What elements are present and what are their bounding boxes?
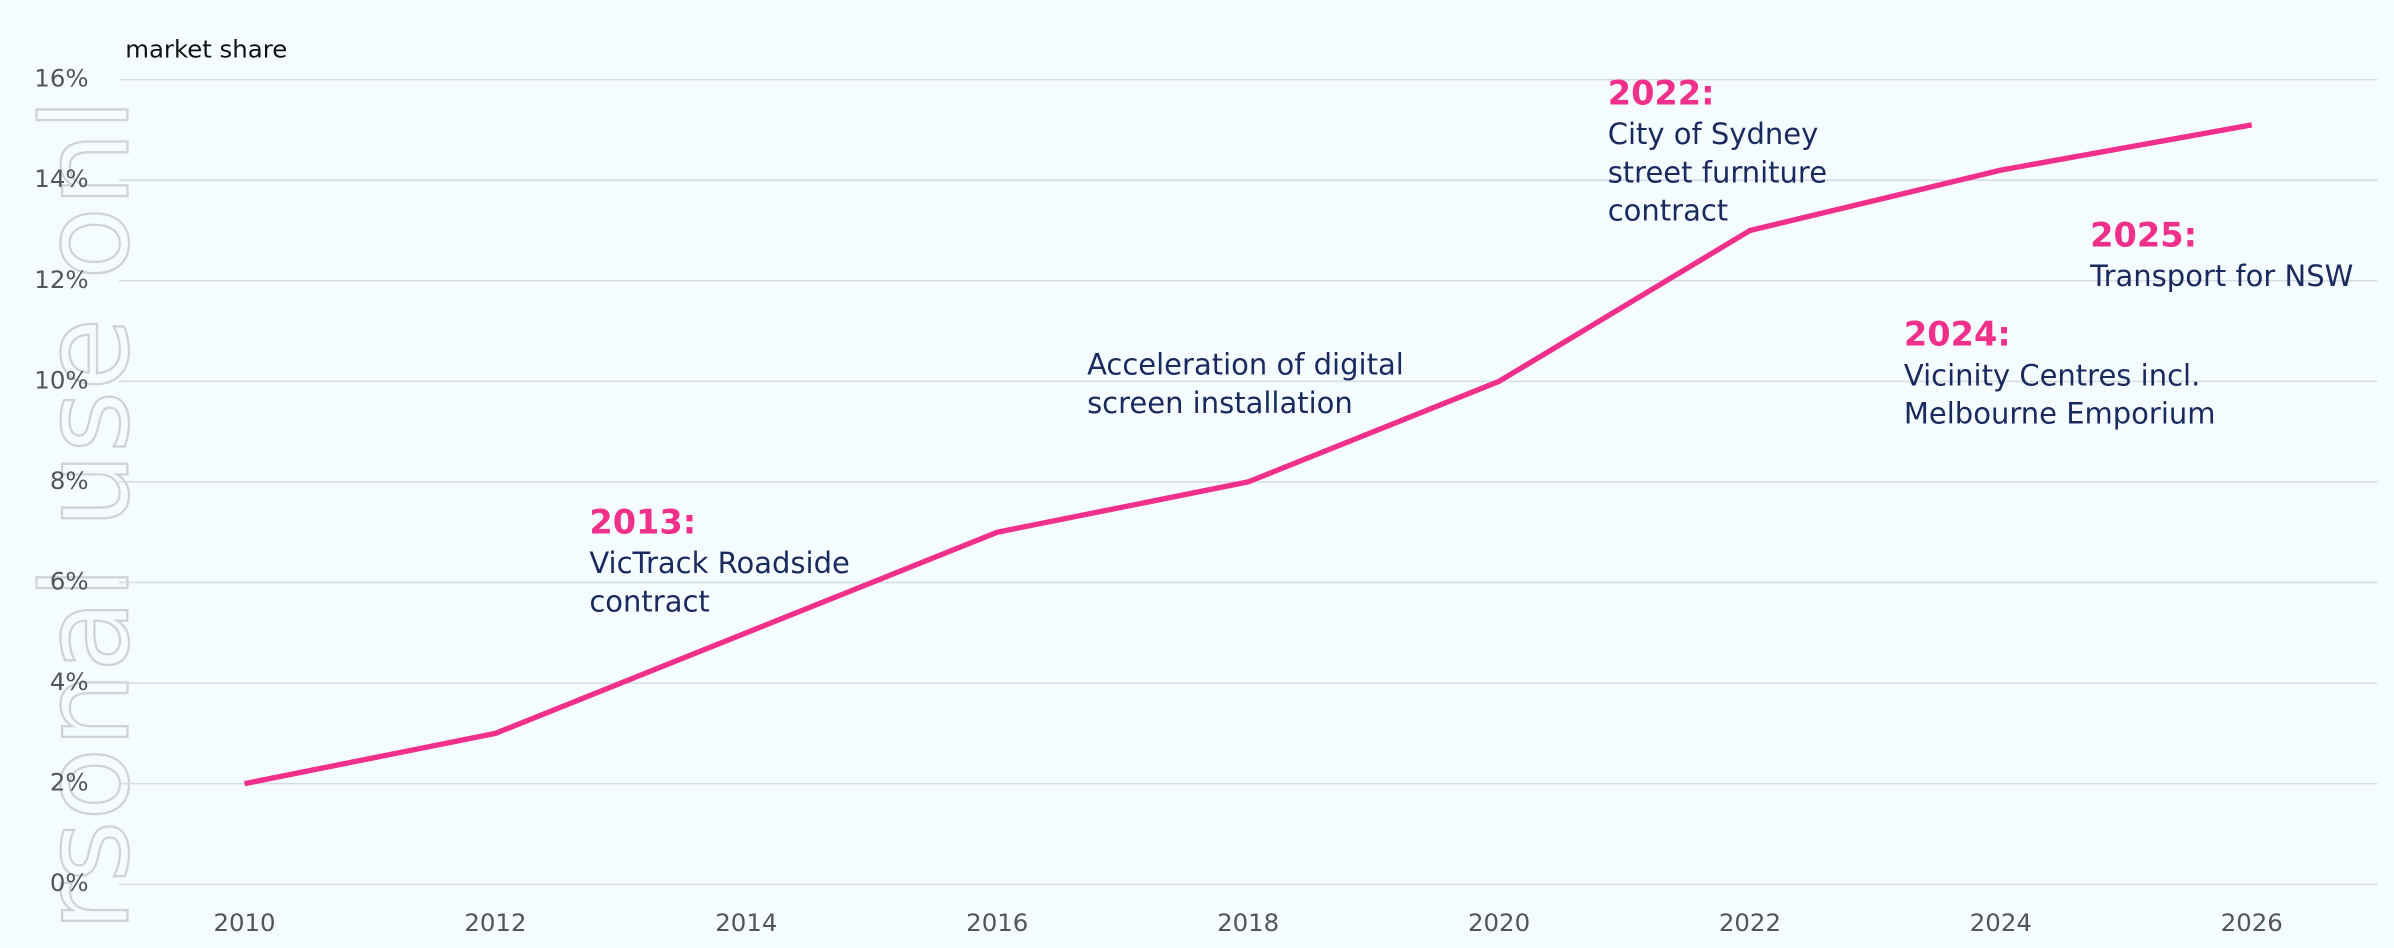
annotation-text: Melbourne Emporium	[1904, 397, 2216, 431]
x-tick-label: 2010	[213, 908, 275, 937]
annotation-text: contract	[1608, 193, 1728, 227]
watermark: rsonal use onl	[17, 98, 156, 931]
x-tick-label: 2020	[1468, 908, 1530, 937]
x-tick-label: 2024	[1970, 908, 2032, 937]
annotation-text: screen installation	[1087, 386, 1353, 420]
annotation-heading: 2022:	[1608, 73, 1715, 112]
y-tick-label: 10%	[34, 365, 88, 394]
y-tick-label: 4%	[50, 667, 89, 696]
y-tick-label: 14%	[34, 164, 88, 193]
x-tick-label: 2026	[2221, 908, 2283, 937]
y-tick-label: 0%	[50, 868, 89, 897]
annotation-text: Acceleration of digital	[1087, 348, 1404, 382]
y-tick-label: 16%	[34, 64, 88, 93]
x-tick-label: 2022	[1719, 908, 1781, 937]
y-axis-label: market share	[125, 35, 287, 64]
x-tick-label: 2014	[715, 908, 777, 937]
y-tick-label: 6%	[50, 567, 89, 596]
annotation-heading: 2024:	[1904, 315, 2011, 354]
x-tick-label: 2018	[1217, 908, 1279, 937]
annotation-text: VicTrack Roadside	[589, 546, 850, 580]
data-line	[244, 122, 2253, 787]
y-tick-label: 8%	[50, 466, 89, 495]
y-tick-label: 2%	[50, 768, 89, 797]
annotation-text: Vicinity Centres incl.	[1904, 358, 2200, 392]
x-tick-label: 2016	[966, 908, 1028, 937]
y-tick-label: 12%	[34, 265, 88, 294]
annotation-text: City of Sydney	[1608, 117, 1819, 151]
x-tick-label: 2012	[464, 908, 526, 937]
annotation-heading: 2013:	[589, 502, 696, 541]
annotation-text: Transport for NSW	[2089, 259, 2353, 293]
annotation-text: contract	[589, 584, 709, 618]
annotation-text: street furniture	[1608, 155, 1827, 189]
annotation-heading: 2025:	[2090, 215, 2197, 254]
